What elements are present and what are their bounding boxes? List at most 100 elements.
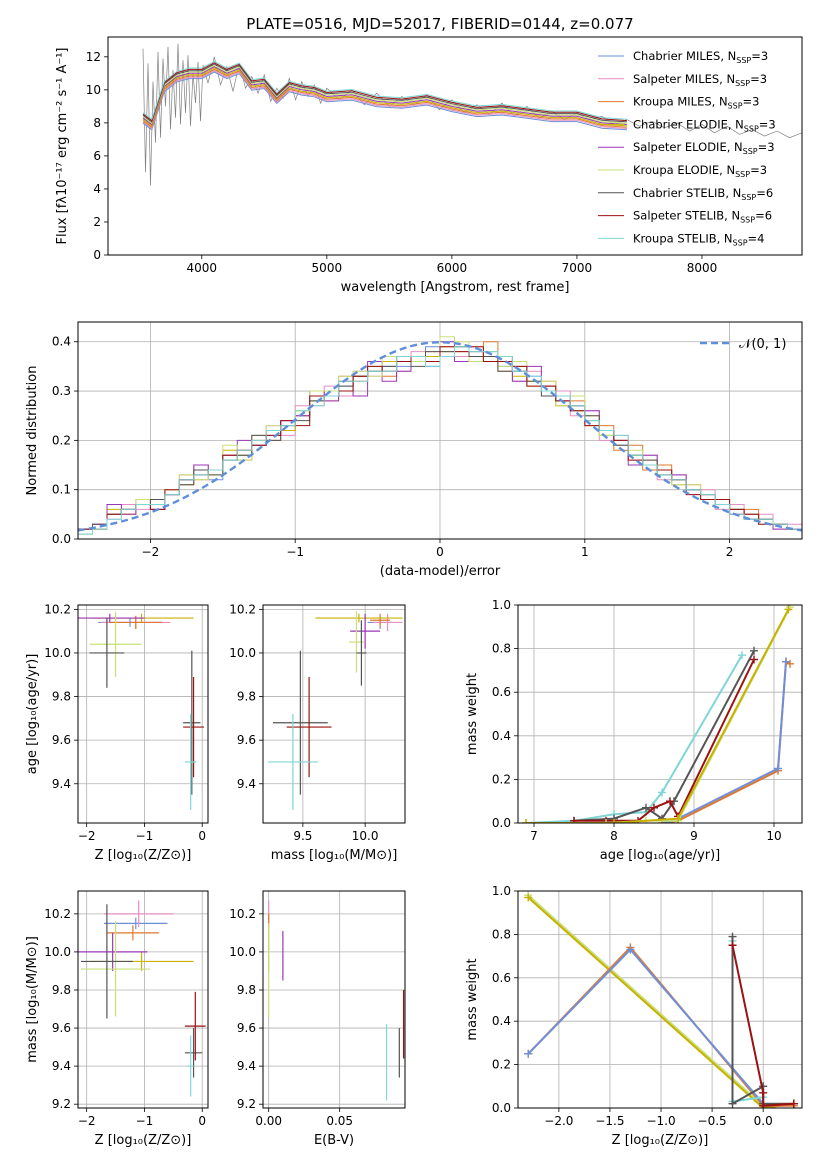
axes-frame bbox=[107, 36, 803, 256]
model-spectrum-salpeter_miles bbox=[142, 70, 627, 130]
y-tick-label: 6 bbox=[93, 149, 101, 163]
y-axis-label: mass [log₁₀(M/M⊙)] bbox=[25, 936, 40, 1063]
histogram-kroupa_stelib bbox=[78, 346, 802, 539]
x-axis-label: Z [log₁₀(Z/Z⊙)] bbox=[612, 1133, 709, 1148]
y-axis-label: mass weight bbox=[465, 958, 480, 1040]
y-tick-label: 10.0 bbox=[44, 945, 71, 959]
model-spectrum-chabrier_miles bbox=[142, 71, 627, 131]
legend-label-chabrier_stelib: Chabrier STELIB, NSSP=6 bbox=[633, 186, 773, 202]
x-tick-label: 5000 bbox=[312, 261, 343, 275]
legend-label-chabrier_miles: Chabrier MILES, NSSP=3 bbox=[633, 49, 768, 65]
y-tick-label: 9.4 bbox=[237, 1059, 256, 1073]
y-axis-label: Flux [fλ10⁻¹⁷ erg cm⁻² s⁻¹ A⁻¹] bbox=[55, 48, 70, 245]
x-tick-label: 7000 bbox=[562, 261, 593, 275]
massweight-marker-kroupa_stelib bbox=[738, 651, 746, 660]
model-spectrum-kroupa_stelib bbox=[142, 60, 627, 121]
x-tick-label: −1.0 bbox=[646, 1114, 675, 1128]
x-axis-label: E(B-V) bbox=[314, 1133, 354, 1148]
y-tick-label: 9.6 bbox=[237, 1021, 256, 1035]
axes-frame bbox=[517, 604, 803, 824]
y-tick-label: 0.0 bbox=[492, 816, 511, 830]
y-tick-label: 0.8 bbox=[492, 642, 511, 656]
x-tick-label: 8 bbox=[610, 829, 618, 843]
x-tick-label: 0 bbox=[436, 545, 444, 559]
x-tick-label: 2 bbox=[726, 545, 734, 559]
y-tick-label: 10.0 bbox=[44, 646, 71, 660]
x-tick-label: 7 bbox=[530, 829, 538, 843]
panel-8: −2.0 −1.5 −1.0 −0.5 0.0 0.0 0.2 0.4 0.6 0.8 1.0 Z [… bbox=[465, 884, 803, 1148]
y-tick-label: 9.8 bbox=[52, 690, 71, 704]
y-tick-label: 0.4 bbox=[52, 335, 71, 349]
y-tick-label: 0.4 bbox=[492, 1014, 511, 1028]
y-tick-label: 0.6 bbox=[492, 685, 511, 699]
massweight-marker-salpeter_stelib bbox=[750, 655, 758, 664]
massweight-line-kroupa_stelib bbox=[525, 654, 743, 823]
y-tick-label: 0.2 bbox=[492, 772, 511, 786]
x-tick-label: 9 bbox=[690, 829, 698, 843]
massweight-line-chabrier_miles bbox=[665, 661, 787, 823]
massweight-line-kroupa_miles bbox=[661, 660, 791, 823]
legend-label-gaussian: 𝒩(0, 1) bbox=[739, 337, 786, 352]
legend-label-kroupa_stelib: Kroupa STELIB, NSSP=4 bbox=[633, 231, 764, 247]
model-spectrum-chabrier_elodie bbox=[142, 67, 627, 127]
y-tick-label: 9.4 bbox=[237, 777, 256, 791]
y-tick-label: 10.2 bbox=[44, 602, 71, 616]
massweight-marker-salpeter_stelib bbox=[650, 803, 658, 812]
y-axis-label: age [log₁₀(age/yr)] bbox=[25, 654, 40, 775]
massweight-marker-chabrier_elodie bbox=[674, 814, 682, 823]
x-tick-label: −1.5 bbox=[595, 1114, 624, 1128]
massweight-marker-chabrier_stelib bbox=[750, 646, 758, 655]
massweight-line-chabrier_stelib bbox=[573, 650, 755, 822]
y-tick-label: 2 bbox=[93, 215, 101, 229]
massweight-marker-chabrier_stelib bbox=[728, 1099, 737, 1108]
y-tick-label: 9.8 bbox=[237, 983, 256, 997]
y-tick-label: 0.0 bbox=[492, 1101, 511, 1115]
y-tick-label: 1.0 bbox=[492, 598, 511, 612]
y-tick-label: 9.4 bbox=[52, 777, 71, 791]
x-tick-label: 0 bbox=[198, 1114, 206, 1128]
x-tick-label: 0 bbox=[198, 829, 206, 843]
massweight-line-chabrier_elodie bbox=[526, 608, 790, 823]
y-tick-label: 9.8 bbox=[237, 690, 256, 704]
x-tick-label: −1 bbox=[136, 1114, 154, 1128]
massweight-marker-salpeter_stelib bbox=[759, 1101, 768, 1108]
legend-label-kroupa_miles: Kroupa MILES, NSSP=3 bbox=[633, 95, 759, 111]
axes-frame bbox=[77, 604, 209, 824]
panel-6: −2 −1 0 9.2 9.4 9.6 9.8 10.0 10.2 Z [log₁₀(Z/Z⊙)]… bbox=[25, 890, 209, 1148]
y-axis-label: Normed distribution bbox=[25, 366, 40, 496]
massweight-marker-chabrier_miles bbox=[524, 1049, 533, 1058]
y-tick-label: 0.0 bbox=[52, 532, 71, 546]
x-axis-label: Z [log₁₀(Z/Z⊙)] bbox=[95, 848, 192, 863]
axes-frame bbox=[262, 604, 406, 824]
massweight-marker-chabrier_stelib bbox=[728, 932, 737, 941]
y-axis-label: mass weight bbox=[465, 673, 480, 755]
y-tick-label: 10.2 bbox=[229, 602, 256, 616]
y-tick-label: 0 bbox=[93, 248, 101, 262]
legend-label-chabrier_elodie: Chabrier ELODIE, NSSP=3 bbox=[633, 117, 776, 133]
y-tick-label: 10 bbox=[86, 83, 101, 97]
panel-2: −2 −1 0 1 2 0.0 0.1 0.2 0.3 0.4 (data-model)/error… bbox=[25, 321, 803, 579]
y-tick-label: 8 bbox=[93, 116, 101, 130]
observed-spectrum-line bbox=[142, 43, 802, 186]
panel-1: 4000 5000 6000 7000 8000 0 2 4 6 8 10 12 wavelength … bbox=[55, 36, 803, 295]
massweight-line-kroupa_elodie bbox=[526, 606, 791, 823]
y-tick-label: 0.1 bbox=[52, 483, 71, 497]
model-spectrum-salpeter_elodie bbox=[142, 66, 627, 126]
y-tick-label: 0.3 bbox=[52, 384, 71, 398]
y-tick-label: 9.8 bbox=[52, 983, 71, 997]
x-tick-label: −0.5 bbox=[698, 1114, 727, 1128]
x-tick-label: −2 bbox=[78, 829, 96, 843]
massweight-marker-salpeter_stelib bbox=[728, 941, 737, 950]
y-tick-label: 9.2 bbox=[237, 1097, 256, 1111]
x-axis-label: age [log₁₀(age/yr)] bbox=[600, 848, 721, 863]
x-tick-label: 8000 bbox=[687, 261, 718, 275]
y-tick-label: 9.4 bbox=[52, 1059, 71, 1073]
massweight-marker-chabrier_elodie bbox=[610, 819, 618, 823]
panel-4: 9.5 10.0 9.4 9.6 9.8 10.0 10.2 mass [log₁₀(M/M⊙… bbox=[229, 602, 406, 863]
legend-label-salpeter_stelib: Salpeter STELIB, NSSP=6 bbox=[633, 209, 772, 225]
legend-label-salpeter_elodie: Salpeter ELODIE, NSSP=3 bbox=[633, 140, 775, 156]
x-tick-label: 0.00 bbox=[255, 1114, 282, 1128]
x-tick-label: 10 bbox=[766, 829, 781, 843]
y-tick-label: 0.2 bbox=[492, 1058, 511, 1072]
